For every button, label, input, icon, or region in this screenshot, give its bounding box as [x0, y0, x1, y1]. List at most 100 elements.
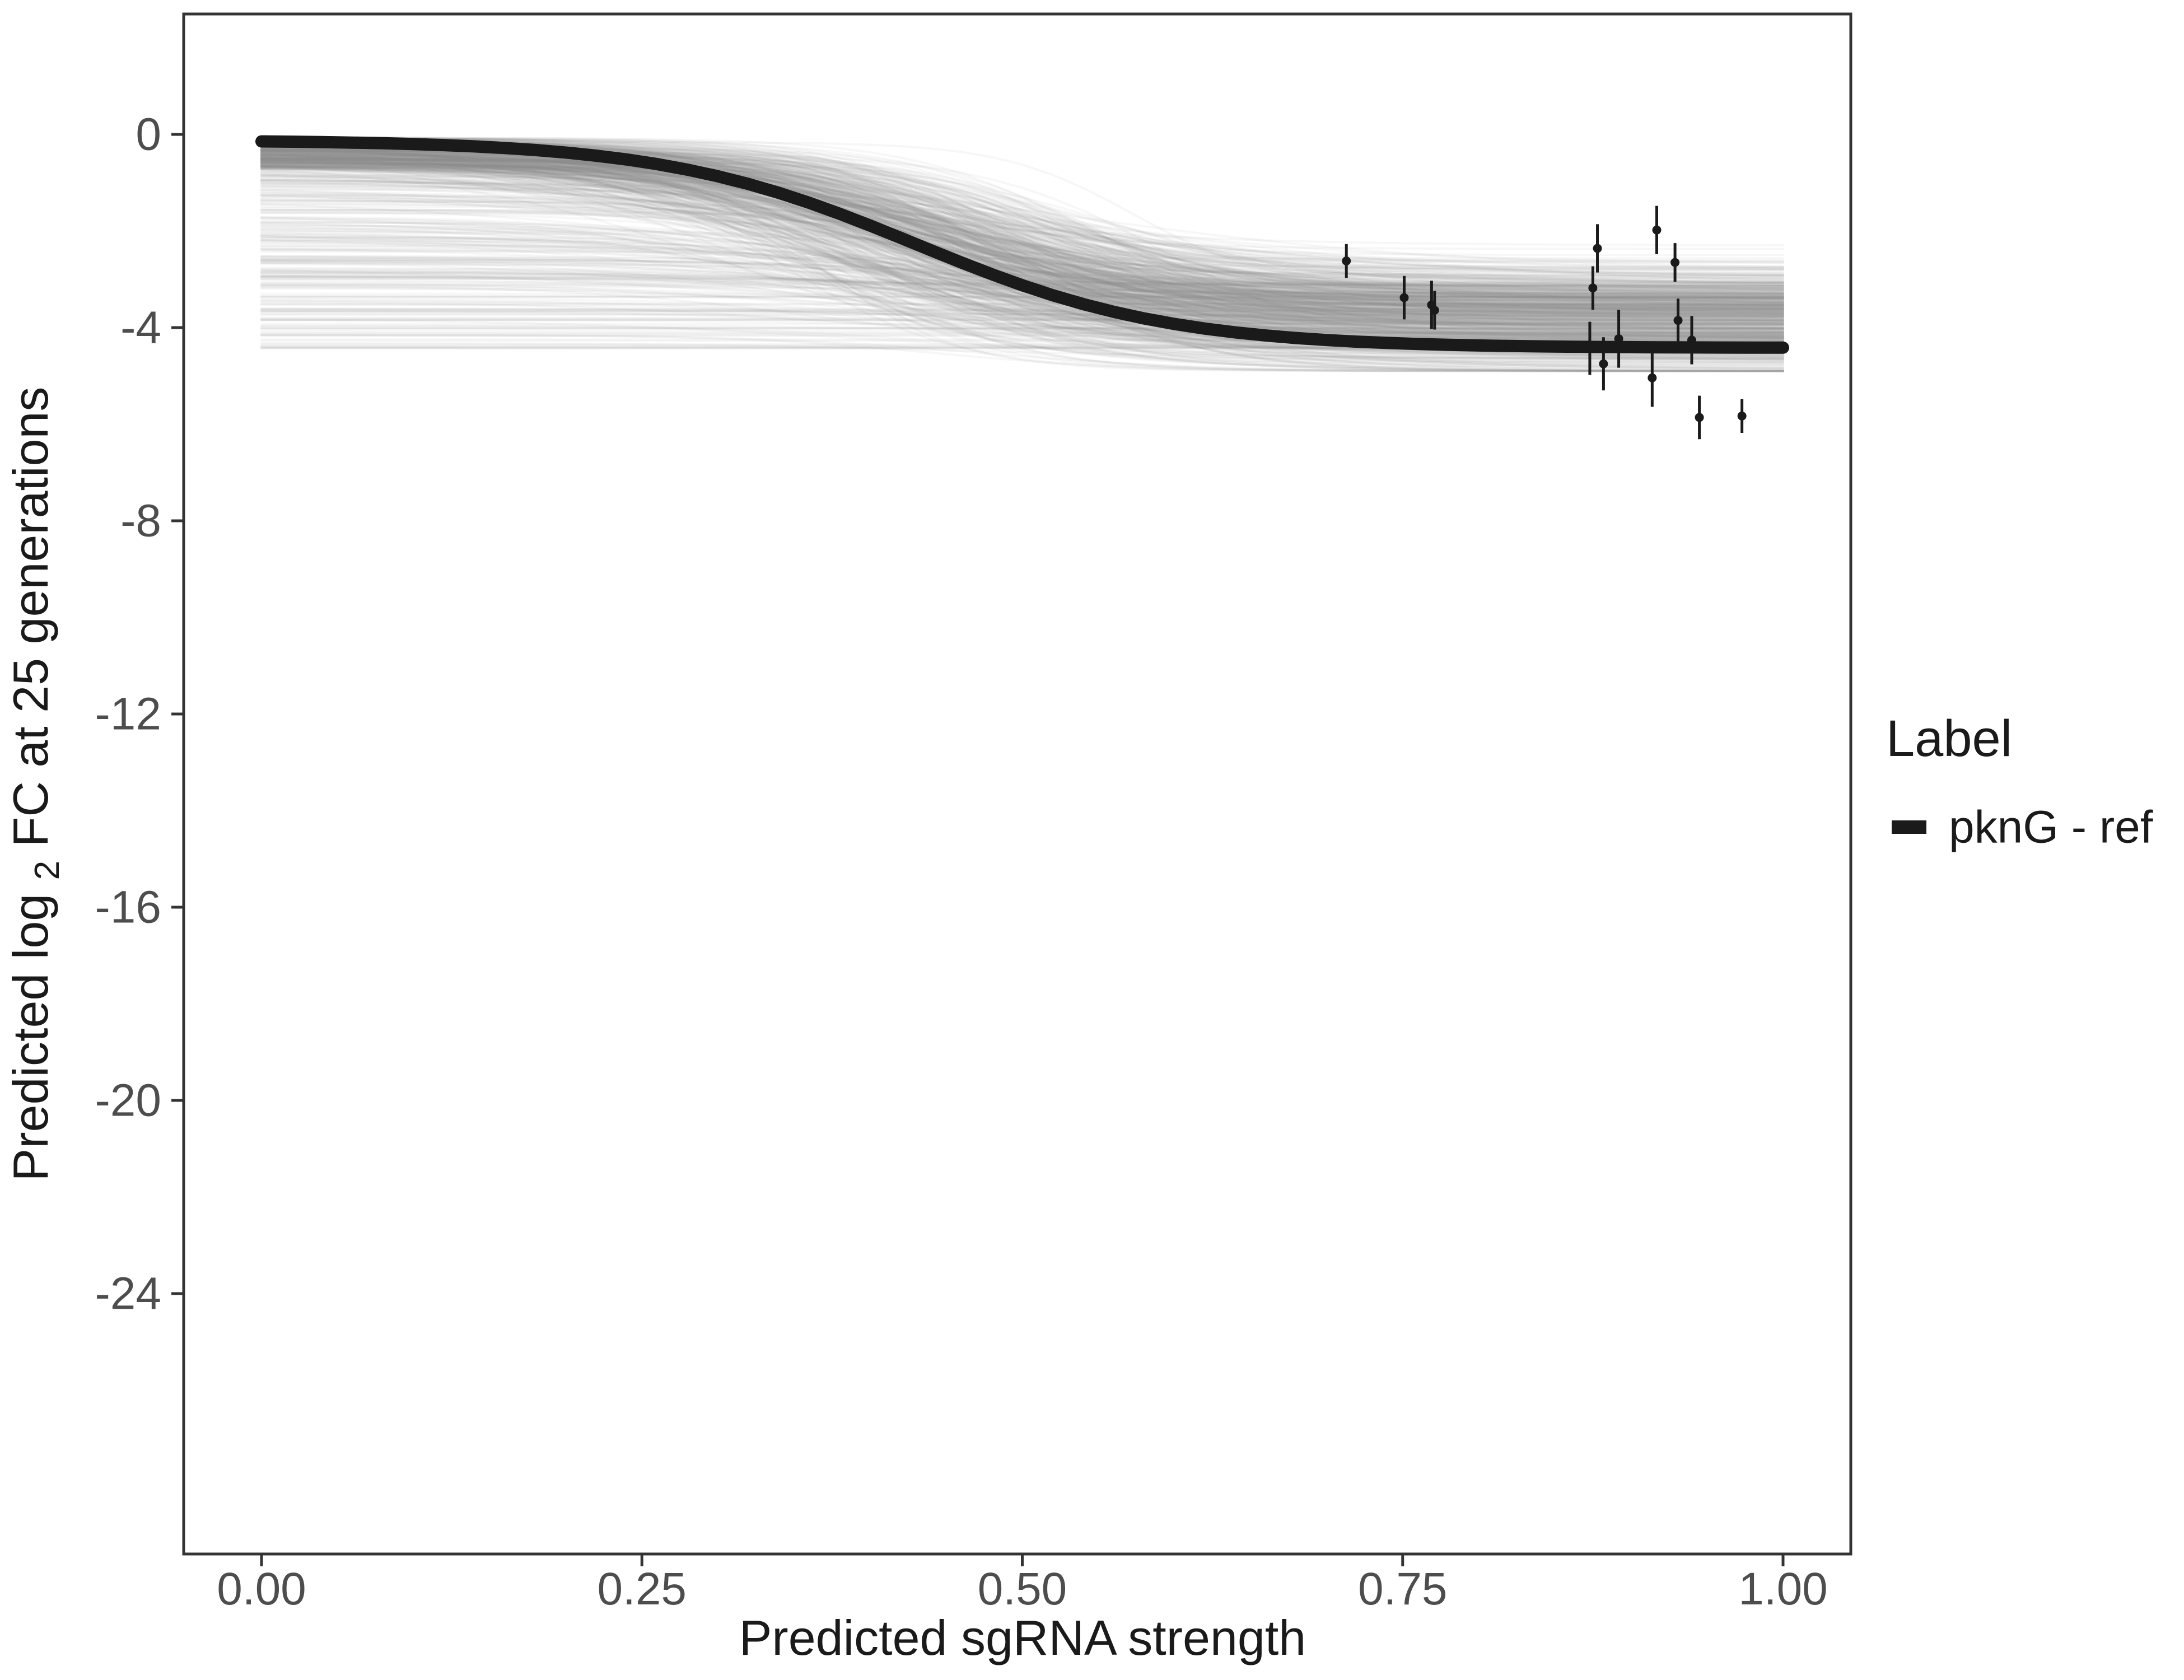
posterior-sample-curve	[260, 155, 1784, 311]
posterior-sample-curve	[260, 262, 1784, 320]
posterior-sample-curve	[260, 194, 1784, 360]
posterior-sample-curve	[260, 153, 1784, 306]
posterior-sample-curve	[260, 158, 1784, 314]
posterior-sample-curve	[260, 164, 1784, 335]
posterior-sample-curve	[260, 269, 1784, 333]
posterior-sample-curve	[260, 158, 1784, 301]
posterior-sample-curve	[260, 137, 1784, 343]
posterior-sample-curve	[260, 171, 1784, 358]
posterior-sample-curve	[260, 156, 1784, 270]
posterior-sample-curve	[260, 157, 1784, 291]
posterior-sample-curve	[260, 155, 1784, 372]
posterior-sample-curve	[260, 137, 1784, 283]
posterior-sample-curve	[260, 156, 1784, 323]
posterior-sample-curve	[260, 153, 1784, 329]
posterior-sample-curve	[260, 273, 1784, 339]
posterior-sample-curve	[260, 161, 1784, 307]
posterior-sample-curve	[260, 279, 1784, 312]
posterior-sample-curve	[260, 165, 1784, 297]
posterior-sample-curve	[260, 166, 1784, 339]
posterior-sample-curve	[260, 141, 1784, 354]
posterior-sample-curve	[260, 157, 1784, 328]
posterior-sample-curve	[260, 156, 1784, 340]
posterior-sample-curve	[260, 333, 1784, 372]
posterior-sample-curve	[260, 221, 1784, 315]
posterior-sample-curve	[260, 275, 1784, 357]
posterior-sample-curve	[260, 150, 1784, 307]
posterior-sample-curve	[260, 310, 1784, 317]
posterior-sample-curve	[260, 160, 1784, 366]
posterior-sample-curve	[260, 158, 1784, 331]
panel-border	[182, 12, 1852, 1556]
posterior-sample-curve	[260, 157, 1784, 367]
posterior-sample-curve	[260, 146, 1784, 297]
posterior-sample-curve	[260, 155, 1784, 340]
posterior-sample-curve	[260, 141, 1784, 319]
posterior-sample-curve	[260, 185, 1784, 310]
posterior-sample-curve	[260, 208, 1784, 303]
posterior-sample-curve	[260, 145, 1784, 299]
posterior-sample-curve	[260, 259, 1784, 314]
posterior-sample-curve	[260, 161, 1784, 319]
posterior-sample-curve	[260, 160, 1784, 303]
posterior-sample-curve	[260, 165, 1784, 337]
posterior-sample-curve	[260, 310, 1784, 323]
posterior-sample-curve	[260, 160, 1784, 262]
posterior-sample-curve	[260, 225, 1784, 342]
posterior-sample-curve	[260, 157, 1784, 316]
posterior-sample-curve	[260, 143, 1784, 322]
posterior-sample-curve	[260, 166, 1784, 358]
x-axis-title: Predicted sgRNA strength	[739, 1610, 1306, 1665]
posterior-sample-curve	[260, 158, 1784, 359]
data-point	[1588, 283, 1598, 293]
posterior-sample-curve	[260, 154, 1784, 300]
posterior-sample-curve	[260, 212, 1784, 342]
posterior-sample-curve	[260, 174, 1784, 318]
posterior-sample-curve	[260, 160, 1784, 328]
posterior-sample-curve	[260, 147, 1784, 278]
posterior-sample-curve	[260, 161, 1784, 340]
posterior-sample-curve	[260, 166, 1784, 292]
posterior-sample-curve	[260, 179, 1784, 289]
posterior-sample-curve	[260, 157, 1784, 335]
posterior-sample-curve	[260, 276, 1784, 308]
posterior-sample-curve	[260, 137, 1784, 356]
posterior-sample-curve	[260, 151, 1784, 369]
posterior-sample-curve	[260, 137, 1784, 324]
posterior-sample-curve	[260, 212, 1784, 299]
posterior-sample-curve	[260, 157, 1784, 329]
posterior-sample-curve	[260, 317, 1784, 340]
x-tick-label: 1.00	[1738, 1564, 1828, 1614]
posterior-sample-curve	[260, 160, 1784, 281]
data-point	[1737, 411, 1747, 421]
posterior-sample-curve	[260, 162, 1784, 282]
posterior-sample-curve	[260, 155, 1784, 325]
posterior-sample-curve	[260, 162, 1784, 282]
posterior-sample-curve	[260, 186, 1784, 287]
posterior-sample-curve	[260, 170, 1784, 324]
posterior-sample-curve	[260, 148, 1784, 293]
posterior-sample-curve	[260, 163, 1784, 282]
posterior-sample-curve	[260, 154, 1784, 363]
posterior-sample-curve	[260, 195, 1784, 298]
posterior-sample-curve	[260, 166, 1784, 360]
x-tick-label: 0.00	[217, 1564, 306, 1614]
posterior-sample-curve	[260, 161, 1784, 309]
posterior-sample-curve	[260, 167, 1784, 290]
posterior-sample-curve	[260, 241, 1784, 320]
posterior-sample-curve	[260, 153, 1784, 372]
data-point	[1599, 359, 1608, 368]
posterior-sample-curve	[260, 157, 1784, 306]
posterior-sample-curve	[260, 150, 1784, 316]
posterior-sample-curve	[260, 225, 1784, 276]
posterior-sample-curve	[260, 161, 1784, 246]
y-axis-title: Predicted log 2 FC at 25 generations	[3, 387, 69, 1182]
posterior-sample-curve	[260, 229, 1784, 298]
data-point	[1593, 244, 1602, 253]
posterior-sample-curve	[260, 200, 1784, 309]
posterior-sample-curve	[260, 170, 1784, 300]
posterior-sample-curve	[260, 167, 1784, 310]
posterior-sample-curve	[260, 137, 1784, 310]
posterior-sample-curve	[260, 160, 1784, 372]
